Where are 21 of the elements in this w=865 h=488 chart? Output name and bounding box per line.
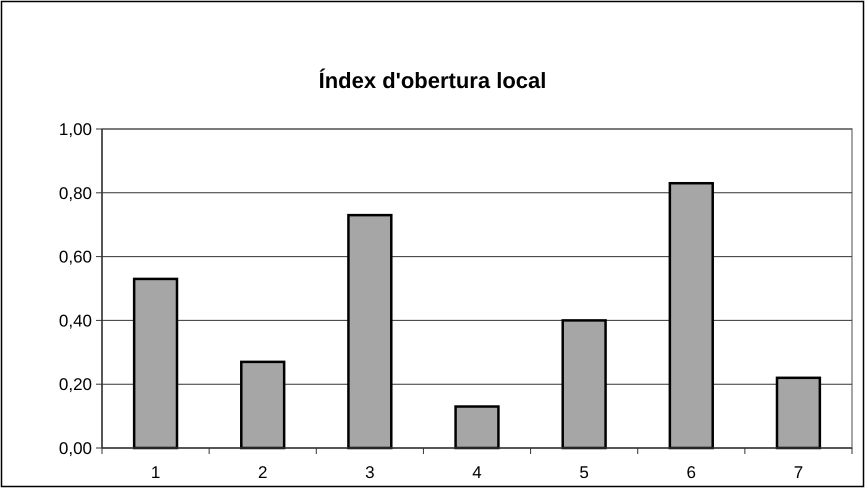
y-tick-label: 0,20	[58, 375, 92, 394]
x-tick-label: 1	[150, 463, 160, 482]
x-tick-label: 2	[258, 463, 268, 482]
y-tick-label: 0,40	[58, 311, 92, 330]
x-tick-label: 7	[794, 463, 804, 482]
y-tick-label: 0,00	[58, 438, 92, 458]
bar	[347, 214, 393, 450]
y-tick-label: 0,60	[58, 248, 92, 267]
bar	[240, 360, 286, 450]
x-tick-label: 3	[365, 463, 375, 482]
bar	[132, 278, 178, 450]
x-tick-label: 5	[579, 463, 589, 482]
bar	[668, 182, 714, 450]
bar	[776, 376, 822, 450]
bar	[454, 405, 500, 450]
x-tick-label: 6	[686, 463, 696, 482]
bar	[561, 319, 607, 450]
chart-title: Índex d'obertura local	[318, 68, 546, 93]
y-tick-label: 0,80	[58, 184, 92, 203]
x-tick-label: 4	[472, 463, 482, 482]
y-tick-label: 1,00	[58, 120, 92, 139]
